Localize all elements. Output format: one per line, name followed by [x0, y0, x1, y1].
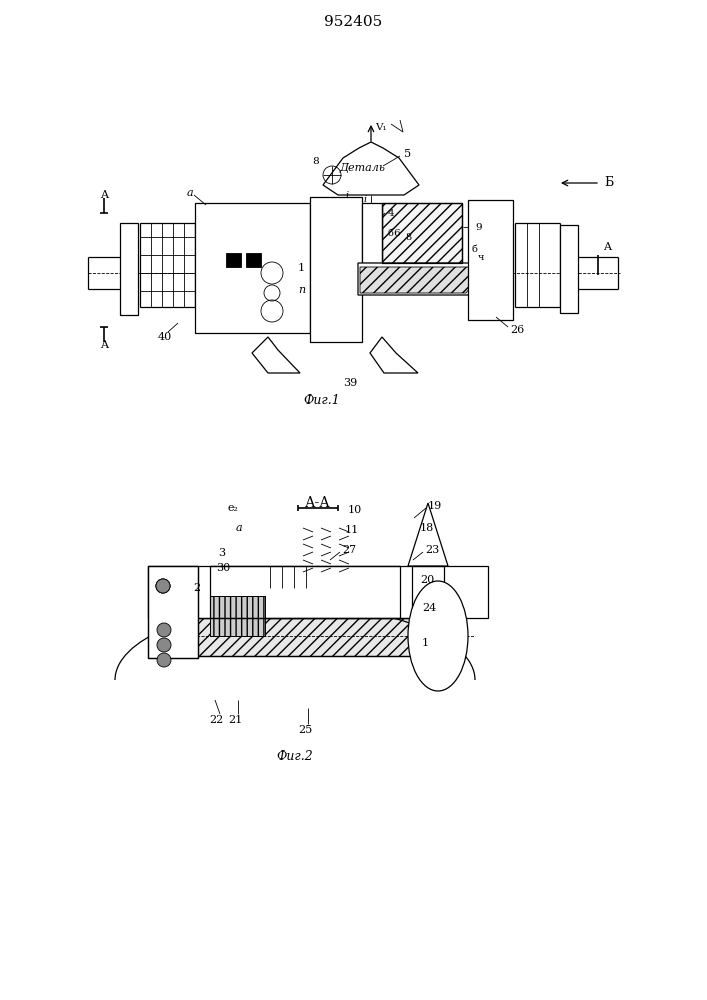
- Bar: [362, 203, 382, 263]
- Circle shape: [157, 623, 171, 637]
- Text: e₂: e₂: [227, 503, 238, 513]
- Text: 1: 1: [422, 638, 429, 648]
- Polygon shape: [252, 337, 300, 373]
- Text: 40: 40: [158, 332, 172, 342]
- Text: 25: 25: [298, 725, 312, 735]
- Bar: [412, 566, 444, 638]
- Text: 30: 30: [216, 563, 230, 573]
- Text: A: A: [603, 242, 611, 252]
- Polygon shape: [370, 337, 418, 373]
- Bar: [148, 566, 488, 618]
- Text: Фиг.2: Фиг.2: [276, 750, 313, 762]
- Bar: [246, 253, 261, 267]
- Bar: [210, 566, 400, 618]
- Polygon shape: [323, 142, 419, 195]
- Bar: [226, 253, 241, 267]
- Circle shape: [156, 579, 170, 593]
- Text: 8: 8: [405, 232, 411, 241]
- Bar: [560, 225, 578, 313]
- Text: 3: 3: [218, 548, 225, 558]
- Text: 21: 21: [228, 715, 242, 725]
- Bar: [210, 596, 265, 636]
- Text: 22: 22: [209, 715, 223, 725]
- Text: ч: ч: [478, 252, 484, 261]
- Text: 20: 20: [420, 575, 434, 585]
- Text: A: A: [100, 190, 108, 200]
- Circle shape: [157, 653, 171, 667]
- Text: б: б: [472, 245, 478, 254]
- Text: 39: 39: [343, 378, 357, 388]
- Text: 6: 6: [393, 229, 399, 237]
- Circle shape: [157, 638, 171, 652]
- Text: 9: 9: [475, 223, 481, 232]
- Polygon shape: [408, 503, 448, 566]
- Bar: [210, 596, 265, 636]
- Bar: [310, 197, 362, 342]
- Text: 18: 18: [420, 523, 434, 533]
- Text: 26: 26: [510, 325, 525, 335]
- Bar: [195, 203, 310, 333]
- Text: 5: 5: [404, 149, 411, 159]
- Text: 10: 10: [348, 505, 362, 515]
- Text: 1: 1: [298, 263, 305, 273]
- Bar: [210, 566, 400, 618]
- Text: 23: 23: [425, 545, 439, 555]
- Text: 11: 11: [345, 525, 359, 535]
- Bar: [382, 203, 462, 263]
- Text: a: a: [187, 188, 193, 198]
- Text: n: n: [298, 285, 305, 295]
- Text: 2: 2: [193, 583, 200, 593]
- Bar: [148, 566, 198, 658]
- Bar: [155, 618, 430, 656]
- Text: 19: 19: [428, 501, 443, 511]
- Circle shape: [156, 579, 170, 593]
- Bar: [148, 566, 198, 658]
- Text: Б: Б: [604, 176, 613, 190]
- Bar: [155, 618, 430, 656]
- Ellipse shape: [408, 581, 468, 691]
- Text: i: i: [363, 196, 366, 205]
- Text: 952405: 952405: [324, 15, 382, 29]
- Text: 4: 4: [388, 209, 395, 218]
- Text: Деталь: Деталь: [339, 163, 385, 173]
- Text: a: a: [235, 523, 242, 533]
- Text: А-А: А-А: [305, 496, 331, 510]
- Text: A: A: [100, 340, 108, 350]
- Bar: [468, 200, 513, 320]
- Text: V₁: V₁: [375, 123, 387, 132]
- Polygon shape: [358, 263, 478, 295]
- Bar: [412, 566, 444, 638]
- Text: 8: 8: [312, 157, 319, 166]
- Circle shape: [156, 579, 170, 593]
- Text: Фиг.1: Фиг.1: [303, 393, 340, 406]
- Bar: [120, 223, 138, 315]
- Text: б: б: [387, 229, 393, 237]
- Text: i: i: [346, 190, 349, 200]
- Polygon shape: [360, 267, 474, 293]
- Text: 27: 27: [342, 545, 356, 555]
- Bar: [382, 203, 462, 263]
- Text: 24: 24: [422, 603, 436, 613]
